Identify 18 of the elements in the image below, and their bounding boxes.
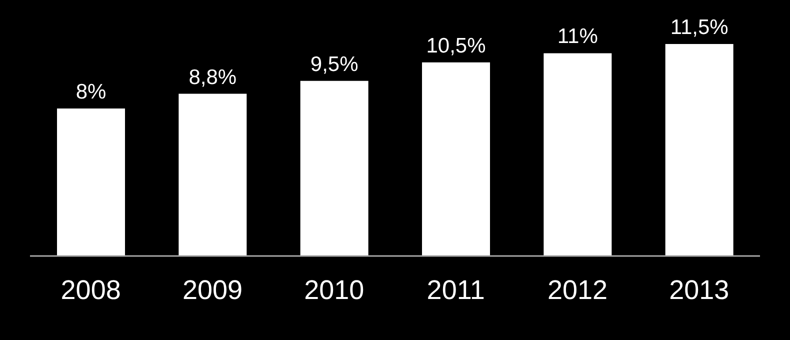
- x-tick-label: 2012: [547, 275, 608, 306]
- data-label: 10,5%: [426, 34, 486, 58]
- x-tick-label: 2011: [426, 275, 485, 306]
- bar: [57, 108, 125, 256]
- bar: [422, 62, 490, 256]
- data-label: 8%: [76, 80, 106, 104]
- data-label: 11,5%: [670, 16, 728, 39]
- bar: [544, 53, 612, 256]
- x-tick-label: 2010: [304, 275, 364, 306]
- x-tick-label: 2013: [669, 275, 730, 306]
- data-label: 9,5%: [310, 52, 358, 76]
- data-label: 8,8%: [188, 66, 237, 89]
- x-tick-label: 2009: [182, 275, 243, 306]
- bar: [665, 44, 734, 256]
- data-label: 11%: [557, 25, 598, 48]
- bar: [300, 80, 368, 256]
- bar: [178, 94, 247, 256]
- x-tick-label: 2008: [60, 275, 121, 306]
